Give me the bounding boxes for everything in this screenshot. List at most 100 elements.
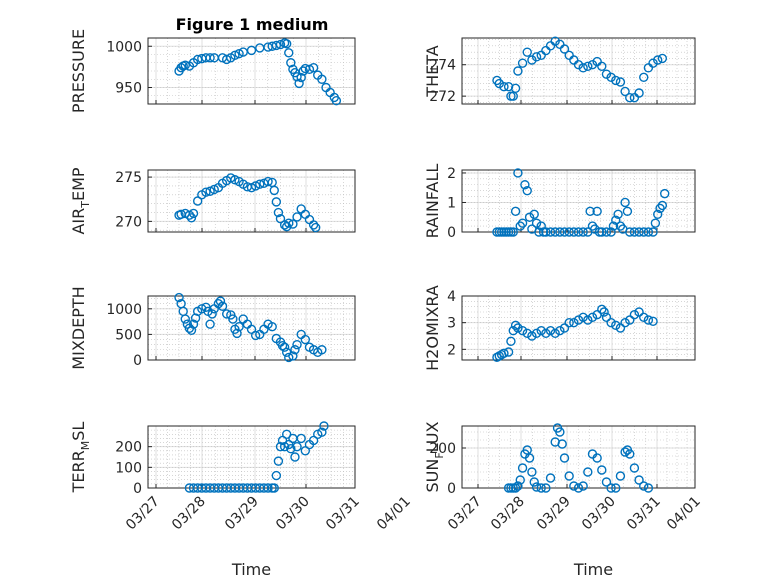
data-point [513, 66, 523, 76]
data-point [292, 339, 302, 350]
data-point [601, 69, 612, 79]
data-point [230, 50, 240, 61]
data-point [555, 39, 565, 49]
data-point [298, 66, 308, 76]
data-point [522, 185, 532, 196]
data-point [510, 206, 521, 217]
data-point [205, 319, 215, 329]
data-point [564, 50, 574, 60]
data-point [643, 227, 654, 237]
data-point [508, 227, 518, 237]
x-axis-label: Time [231, 560, 271, 579]
data-point [331, 95, 342, 106]
y-tick-label: 270 [115, 214, 142, 230]
data-point [555, 325, 565, 336]
data-point [510, 483, 521, 493]
x-axis-label: Time [573, 560, 613, 579]
data-point [583, 61, 593, 71]
x-tick-label: 03/31 [323, 494, 363, 534]
y-axis-label: THETA [423, 45, 442, 97]
data-point [657, 200, 668, 211]
data-point [559, 44, 570, 54]
data-point [639, 312, 649, 323]
data-point [578, 63, 588, 73]
data-point [620, 86, 630, 97]
data-point [294, 78, 304, 89]
y-tick-label: 950 [115, 81, 142, 97]
y-tick-label: 272 [429, 89, 456, 105]
data-point [228, 314, 238, 324]
data-point [317, 74, 327, 84]
data-point [273, 456, 284, 466]
data-point [190, 313, 201, 323]
data-point [513, 168, 523, 178]
data-point [292, 441, 302, 452]
data-point [531, 52, 542, 62]
data-point [613, 209, 623, 219]
data-point [625, 315, 635, 325]
data-point [648, 58, 658, 68]
data-point [573, 227, 584, 237]
data-point [592, 206, 602, 217]
data-point [536, 483, 546, 493]
data-point [660, 188, 670, 199]
data-point [197, 304, 207, 314]
data-point [597, 465, 607, 475]
data-point [557, 439, 567, 449]
data-point [541, 45, 551, 56]
data-point [188, 208, 199, 219]
subplot-air-temp: 270 275 AIRTEMP [69, 167, 356, 235]
data-point [300, 334, 311, 345]
data-point [205, 186, 215, 196]
data-point [271, 40, 282, 51]
data-point [545, 325, 556, 336]
y-tick-label: 0 [133, 481, 142, 497]
data-point [221, 309, 232, 319]
y-axis-label: RAINFALL [423, 164, 442, 239]
subplot-h2omixra: 2 3 4 H2OMIXRA [423, 285, 696, 371]
x-tick-label: 03/30 [273, 494, 313, 534]
data-point [317, 345, 327, 355]
axes-frame [147, 37, 356, 105]
data-point [555, 427, 565, 437]
data-point [188, 319, 199, 329]
data-point [524, 212, 535, 222]
axes-frame [147, 295, 356, 361]
data-point [606, 227, 616, 237]
data-point [186, 213, 197, 223]
x-tick-label: 03/30 [579, 494, 619, 534]
data-point [308, 220, 319, 230]
data-point [592, 56, 602, 67]
data-point [529, 477, 539, 487]
y-axis-label: PRESSURE [69, 29, 88, 113]
y-tick-label: 4 [447, 289, 456, 305]
subplot-mixdepth: 0 500 1000 MIXDEPTH [69, 286, 356, 370]
data-point [622, 206, 633, 217]
data-point [209, 184, 219, 195]
data-point [615, 323, 626, 333]
data-point [615, 221, 626, 231]
data-point [650, 218, 661, 228]
data-point [599, 307, 609, 317]
data-point [284, 48, 294, 58]
data-point [611, 483, 621, 493]
data-point [174, 292, 184, 303]
data-point [615, 77, 626, 87]
data-point [625, 449, 635, 459]
data-point [643, 483, 654, 493]
data-point [531, 482, 542, 492]
data-point [250, 181, 261, 191]
data-point [517, 218, 528, 228]
data-point [585, 206, 595, 217]
data-point [569, 227, 579, 237]
data-point [517, 463, 528, 473]
data-point [648, 316, 658, 327]
data-point [653, 55, 663, 65]
data-point [564, 471, 574, 481]
data-point [205, 53, 215, 63]
data-point [643, 63, 654, 73]
data-point [234, 322, 244, 332]
data-point [517, 58, 528, 68]
data-point [536, 50, 546, 60]
